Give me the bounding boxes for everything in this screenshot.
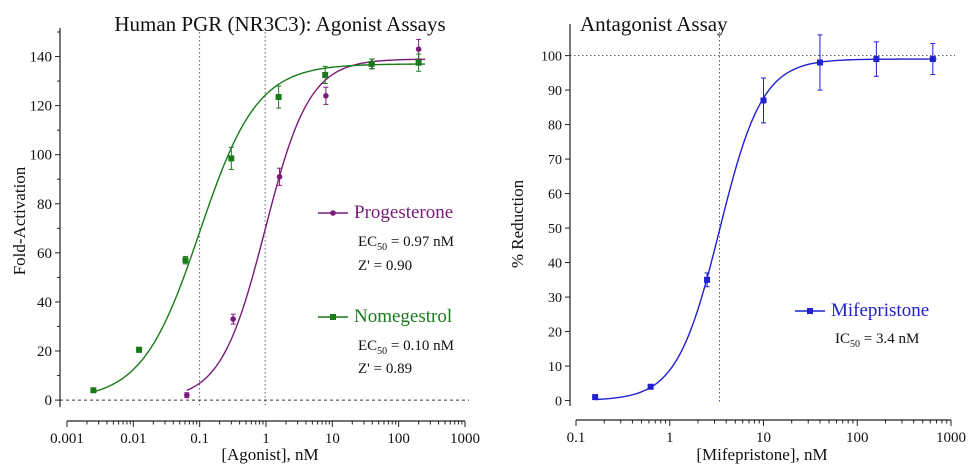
agonist-data-point bbox=[415, 46, 422, 52]
agonist-y-tick-label: 80 bbox=[37, 197, 52, 213]
antagonist-y-tick-label: 70 bbox=[548, 153, 562, 168]
agonist-legend-label: Nomegestrol bbox=[354, 306, 452, 327]
antagonist-y-tick-label: 10 bbox=[548, 360, 562, 375]
antagonist-x-tick-label: 10 bbox=[756, 430, 771, 446]
antagonist-x-tick-label: 0.1 bbox=[567, 430, 586, 446]
agonist-x-tick-label: 0.001 bbox=[50, 431, 84, 447]
antagonist-data-point bbox=[760, 97, 767, 104]
antagonist-x-tick-label: 100 bbox=[846, 430, 869, 446]
antagonist-y-tick-label: 100 bbox=[541, 50, 562, 65]
agonist-y-tick-label: 20 bbox=[37, 344, 52, 360]
agonist-zprime-annotation: Z' = 0.90 bbox=[358, 258, 412, 274]
agonist-legend-label: Progesterone bbox=[354, 202, 453, 223]
antagonist-y-tick-label: 90 bbox=[548, 84, 562, 99]
agonist-data-point bbox=[415, 59, 422, 66]
agonist-data-point bbox=[182, 257, 189, 264]
agonist-chart: Human PGR (NR3C3): Agonist Assays [Agoni… bbox=[10, 12, 480, 464]
agonist-ec50-annotation: EC50 = 0.10 nM bbox=[358, 338, 454, 357]
agonist-fit-curve-progesterone bbox=[186, 58, 426, 392]
antagonist-data-point bbox=[873, 56, 880, 63]
antagonist-y-tick-label: 20 bbox=[548, 326, 562, 341]
antagonist-fit-curve-mifepristone bbox=[595, 58, 937, 401]
agonist-x-tick-label: 100 bbox=[387, 431, 410, 447]
agonist-x-tick-label: 0.01 bbox=[120, 431, 146, 447]
antagonist-chart-title: Antagonist Assay bbox=[580, 12, 728, 36]
antagonist-x-tick-label: 1 bbox=[666, 430, 674, 446]
agonist-x-tick-label: 10 bbox=[325, 431, 340, 447]
agonist-y-tick-label: 60 bbox=[37, 246, 52, 262]
antagonist-y-tick-label: 60 bbox=[548, 188, 562, 203]
agonist-y-tick-label: 100 bbox=[30, 148, 53, 164]
agonist-y-tick-label: 40 bbox=[37, 295, 52, 311]
antagonist-y-tick-label: 40 bbox=[548, 257, 562, 272]
agonist-chart-title: Human PGR (NR3C3): Agonist Assays bbox=[114, 12, 445, 36]
agonist-x-tick-label: 1 bbox=[262, 431, 270, 447]
agonist-data-point bbox=[228, 155, 235, 162]
agonist-x-tick-label: 0.1 bbox=[190, 431, 209, 447]
agonist-data-point bbox=[368, 60, 375, 67]
agonist-data-point bbox=[230, 316, 236, 322]
agonist-x-tick-label: 1000 bbox=[450, 431, 480, 447]
agonist-data-point bbox=[136, 346, 143, 353]
antagonist-data-point bbox=[816, 59, 823, 66]
agonist-data-point bbox=[184, 392, 190, 398]
antagonist-legend-label: Mifepristone bbox=[831, 300, 929, 321]
agonist-y-tick-label: 140 bbox=[30, 50, 53, 66]
antagonist-data-point bbox=[704, 276, 711, 283]
antagonist-y-tick-label: 80 bbox=[548, 119, 562, 134]
antagonist-x-tick-label: 1000 bbox=[936, 430, 966, 446]
agonist-y-tick-label: 120 bbox=[30, 99, 53, 115]
agonist-data-point bbox=[90, 387, 97, 394]
agonist-data-point bbox=[276, 173, 283, 180]
antagonist-y-axis-label: % Reduction bbox=[508, 179, 527, 268]
antagonist-data-point bbox=[647, 383, 654, 390]
agonist-y-tick-label: 0 bbox=[45, 393, 53, 409]
agonist-y-axis-label: Fold-Activation bbox=[10, 166, 29, 275]
agonist-zprime-annotation: Z' = 0.89 bbox=[358, 361, 412, 377]
antagonist-y-tick-label: 30 bbox=[548, 291, 562, 306]
agonist-data-point bbox=[323, 93, 329, 99]
antagonist-y-tick-label: 0 bbox=[555, 395, 562, 410]
antagonist-data-point bbox=[929, 56, 936, 63]
antagonist-legend-marker bbox=[807, 308, 813, 314]
antagonist-y-tick-label: 50 bbox=[548, 222, 562, 237]
agonist-legend-marker bbox=[330, 210, 336, 216]
agonist-legend-marker bbox=[330, 314, 336, 320]
agonist-x-axis-label: [Agonist], nM bbox=[221, 445, 318, 464]
antagonist-x-axis-label: [Mifepristone], nM bbox=[696, 445, 827, 464]
antagonist-data-point bbox=[592, 394, 599, 401]
antagonist-chart: Antagonist Assay [Mifepristone], nM % Re… bbox=[508, 12, 966, 464]
antagonist-ec50-annotation: IC50 = 3.4 nM bbox=[835, 331, 919, 350]
agonist-ec50-annotation: EC50 = 0.97 nM bbox=[358, 234, 454, 253]
agonist-data-point bbox=[275, 94, 282, 101]
agonist-data-point bbox=[322, 71, 329, 78]
